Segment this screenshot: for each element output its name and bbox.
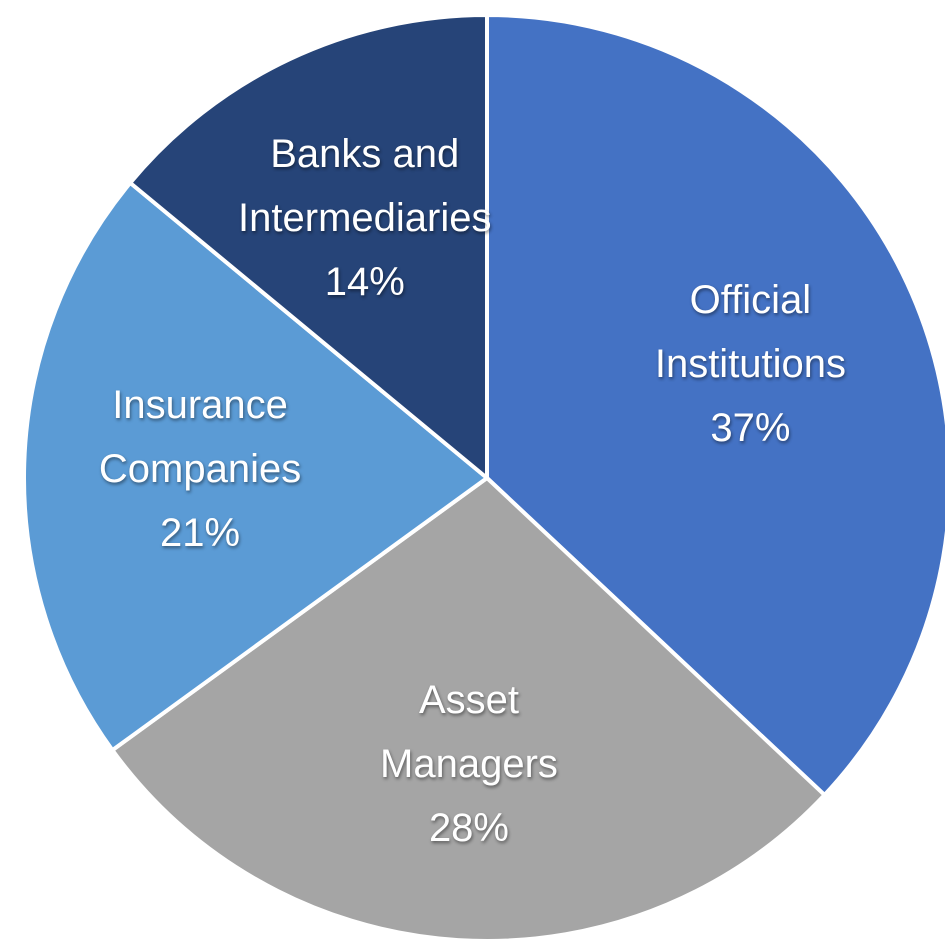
category-label: Banks and Intermediaries	[238, 132, 492, 241]
value-label: 37%	[710, 405, 791, 450]
category-label: Insurance Companies	[98, 382, 302, 491]
slice-label: Asset Managers 28%	[380, 668, 558, 860]
slice-label: Banks and Intermediaries 14%	[238, 122, 491, 314]
slice-label: Insurance Companies 21%	[99, 373, 301, 565]
pie-slice	[485, 13, 945, 797]
value-label: 28%	[428, 806, 509, 851]
category-label: Official Institutions	[654, 277, 847, 386]
value-label: 21%	[160, 510, 241, 555]
value-label: 14%	[324, 260, 405, 305]
pie-slice	[22, 180, 489, 753]
pie-slice	[110, 476, 827, 943]
pie-slice	[128, 13, 489, 480]
category-label: Asset Managers	[380, 678, 558, 787]
slice-label: Official Institutions 37%	[655, 268, 846, 460]
